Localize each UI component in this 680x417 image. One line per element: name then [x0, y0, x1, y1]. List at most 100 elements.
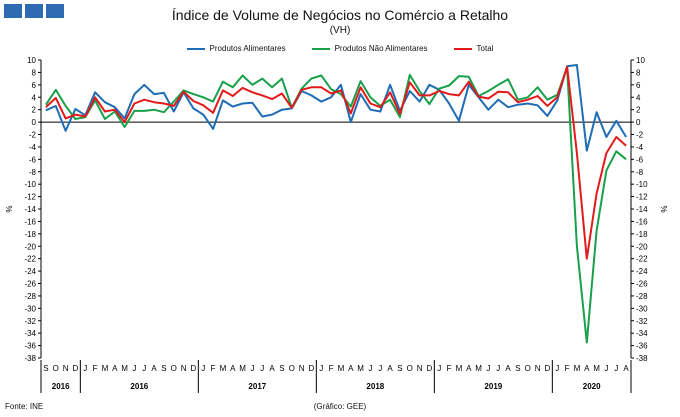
chart-credit: (Gráfico: GEE): [313, 402, 367, 411]
year-label: 2020: [583, 382, 601, 391]
x-tick-label: J: [83, 364, 87, 373]
x-tick-label: D: [191, 364, 197, 373]
legend-swatch-alimentares: [186, 47, 205, 50]
y-tick-label-right: -6: [636, 155, 644, 164]
y-tick-label-left: -16: [24, 217, 36, 226]
series-line-2: [45, 65, 627, 260]
source-note: Fonte: INE: [5, 402, 44, 411]
x-tick-label: J: [319, 364, 323, 373]
x-tick-label: J: [496, 364, 500, 373]
y-tick-label-left: 2: [32, 106, 37, 115]
y-tick-label-left: -12: [24, 193, 36, 202]
x-tick-label: J: [604, 364, 608, 373]
x-tick-label: J: [132, 364, 136, 373]
y-tick-label-left: -18: [24, 230, 36, 239]
x-tick-label: M: [121, 364, 128, 373]
year-label: 2018: [366, 382, 384, 391]
legend-swatch-nao-alimentares: [311, 47, 330, 50]
x-tick-label: J: [378, 364, 382, 373]
y-tick-label-right: -32: [636, 317, 648, 326]
x-tick-label: F: [447, 364, 452, 373]
y-tick-label-left: -10: [24, 180, 36, 189]
y-tick-label-right: 2: [636, 106, 641, 115]
x-tick-label: M: [593, 364, 600, 373]
x-tick-label: A: [348, 364, 354, 373]
x-tick-label: A: [387, 364, 393, 373]
x-tick-label: N: [535, 364, 541, 373]
logo-block: [25, 4, 43, 18]
x-tick-label: A: [505, 364, 511, 373]
y-tick-label-right: -26: [636, 280, 648, 289]
x-tick-label: A: [584, 364, 590, 373]
y-tick-label-left: -14: [24, 205, 36, 214]
x-tick-label: A: [466, 364, 472, 373]
year-label: 2016: [52, 382, 70, 391]
x-tick-label: A: [269, 364, 275, 373]
x-tick-label: F: [565, 364, 570, 373]
y-tick-label-left: -4: [29, 143, 37, 152]
y-tick-label-left: -8: [29, 168, 37, 177]
x-tick-label: M: [239, 364, 246, 373]
y-tick-label-left: -36: [24, 342, 36, 351]
y-tick-label-left: -30: [24, 304, 36, 313]
x-tick-label: F: [329, 364, 334, 373]
y-tick-label-right: 10: [636, 56, 645, 65]
legend-label-alimentares: Produtos Alimentares: [209, 44, 286, 53]
y-tick-label-right: -18: [636, 230, 648, 239]
y-tick-label-right: -34: [636, 329, 648, 338]
x-tick-label: M: [102, 364, 109, 373]
y-tick-label-left: -28: [24, 292, 36, 301]
y-tick-label-left: -34: [24, 329, 36, 338]
x-tick-label: A: [112, 364, 118, 373]
x-tick-label: M: [220, 364, 227, 373]
x-tick-label: F: [93, 364, 98, 373]
y-tick-label-left: -2: [29, 131, 37, 140]
x-tick-label: F: [211, 364, 216, 373]
x-tick-label: A: [151, 364, 157, 373]
y-tick-label-right: -12: [636, 193, 648, 202]
x-tick-label: J: [486, 364, 490, 373]
x-tick-label: A: [230, 364, 236, 373]
x-tick-label: S: [279, 364, 284, 373]
y-tick-label-right: -20: [636, 242, 648, 251]
y-tick-label-left: 8: [32, 68, 37, 77]
y-tick-label-left: -6: [29, 155, 37, 164]
logo-block: [46, 4, 64, 18]
x-tick-label: S: [515, 364, 520, 373]
x-tick-label: J: [437, 364, 441, 373]
y-tick-label-left: 6: [32, 81, 37, 90]
x-tick-label: S: [161, 364, 166, 373]
x-tick-label: N: [299, 364, 305, 373]
y-tick-label-left: -32: [24, 317, 36, 326]
x-tick-label: D: [309, 364, 315, 373]
y-axis-title-right: %: [660, 205, 669, 212]
x-tick-label: O: [171, 364, 177, 373]
legend-label-total: Total: [476, 44, 494, 53]
y-tick-label-right: 0: [636, 118, 641, 127]
y-tick-label-left: -24: [24, 267, 36, 276]
x-tick-label: M: [338, 364, 345, 373]
x-tick-label: M: [456, 364, 463, 373]
year-label: 2016: [130, 382, 148, 391]
x-tick-label: J: [368, 364, 372, 373]
y-tick-label-left: 0: [32, 118, 37, 127]
x-tick-label: S: [397, 364, 402, 373]
y-tick-label-right: 8: [636, 68, 641, 77]
series-line-1: [45, 66, 627, 344]
year-label: 2019: [484, 382, 502, 391]
x-tick-label: O: [525, 364, 531, 373]
logo-block: [4, 4, 22, 18]
y-tick-label-right: -10: [636, 180, 648, 189]
x-tick-label: J: [201, 364, 205, 373]
x-tick-label: M: [475, 364, 482, 373]
x-tick-label: O: [289, 364, 295, 373]
y-tick-label-left: -20: [24, 242, 36, 251]
y-tick-label-right: -22: [636, 255, 648, 264]
x-tick-label: S: [43, 364, 48, 373]
y-tick-label-right: -14: [636, 205, 648, 214]
y-tick-label-right: 4: [636, 93, 641, 102]
y-axis-title-left: %: [5, 205, 14, 212]
legend-label-nao-alimentares: Produtos Não Alimentares: [334, 44, 428, 53]
x-tick-label: N: [63, 364, 69, 373]
y-tick-label-left: -38: [24, 354, 36, 363]
